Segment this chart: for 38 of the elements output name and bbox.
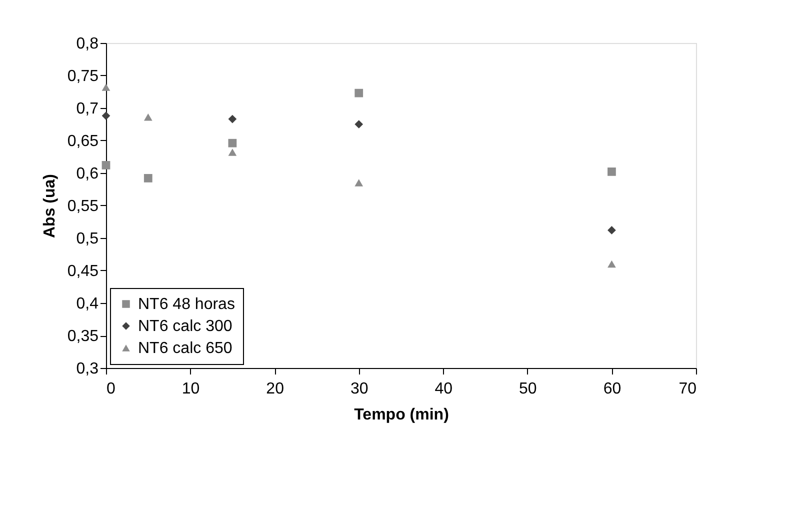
y-axis-title: Abs (ua): [41, 174, 58, 238]
y-tick-label: 0,4: [76, 296, 99, 312]
x-tick-label: 40: [434, 380, 453, 398]
legend-label: NT6 calc 650: [138, 340, 232, 357]
x-tick-label: 50: [519, 380, 537, 398]
y-tick-label: 0,65: [67, 133, 99, 150]
legend-label: NT6 48 horas: [138, 296, 235, 313]
point: [228, 148, 237, 156]
y-tick-label: 0,75: [67, 68, 99, 85]
x-axis-title: Tempo (min): [354, 406, 449, 424]
x-tick-label: 60: [603, 380, 622, 398]
point: [144, 174, 152, 182]
point: [228, 138, 237, 148]
point: [102, 84, 110, 91]
x-tick-label: 10: [182, 380, 200, 398]
y-tick-label: 0,3: [76, 360, 99, 378]
point: [144, 113, 152, 121]
y-tick-label: 0,45: [67, 263, 99, 280]
y-tick-label: 0,6: [76, 166, 99, 182]
y-tick-label: 0,8: [76, 36, 99, 52]
point: [228, 114, 237, 124]
y-tick-label: 0,7: [76, 100, 99, 118]
x-tick-label: 20: [266, 380, 284, 398]
x-tick-label: 30: [350, 380, 368, 398]
point: [102, 112, 110, 120]
x-tick-label: 0: [106, 380, 116, 398]
y-tick-label: 0,35: [67, 328, 99, 345]
point: [354, 179, 364, 186]
y-tick-label: 0,5: [76, 230, 99, 248]
point: [354, 88, 364, 98]
y-tick-label: 0,55: [67, 198, 99, 215]
x-tick-label: 70: [678, 380, 697, 398]
legend-label: NT6 calc 300: [138, 318, 232, 335]
point: [608, 168, 616, 176]
point: [608, 226, 616, 234]
point: [102, 161, 110, 170]
point: [354, 120, 364, 128]
point: [608, 260, 616, 268]
